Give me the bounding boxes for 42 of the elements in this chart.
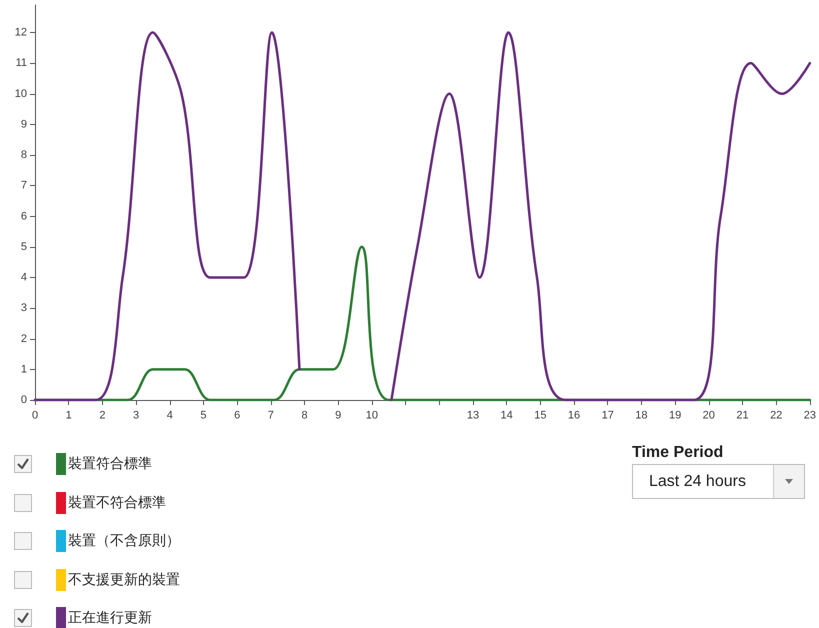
x-tick-label: 8 xyxy=(301,410,308,422)
x-tick-label: 18 xyxy=(635,410,648,422)
y-tick-label: 0 xyxy=(20,394,27,406)
dropdown-field: Last 24 hours xyxy=(632,464,805,499)
legend-label: 裝置不符合標準 xyxy=(68,494,166,512)
y-tick-label: 9 xyxy=(20,118,27,130)
x-tick-label: 21 xyxy=(736,410,749,422)
legend-label: 裝置符合標準 xyxy=(68,455,152,474)
x-tick-label: 16 xyxy=(568,410,580,422)
x-tick-label: 7 xyxy=(268,410,274,422)
x-tick-label: 23 xyxy=(804,410,816,422)
x-tick-label: 5 xyxy=(200,410,207,422)
x-tick-label: 14 xyxy=(500,410,513,422)
y-tick-label: 3 xyxy=(20,302,27,314)
y-tick-label: 2 xyxy=(20,332,27,345)
y-tick-label: 10 xyxy=(14,88,27,100)
y-tick-label: 12 xyxy=(14,26,27,39)
x-tick-label: 10 xyxy=(366,410,378,422)
x-tick-label: 1 xyxy=(66,410,72,422)
y-tick-label: 6 xyxy=(20,210,27,222)
legend-label: 正在進行更新 xyxy=(68,609,152,628)
y-tick-label: 4 xyxy=(20,272,27,284)
x-tick-label: 13 xyxy=(466,410,480,422)
x-tick-label: 17 xyxy=(602,410,614,422)
x-tick-label: 19 xyxy=(668,410,682,422)
x-tick-label: 20 xyxy=(702,410,715,422)
x-tick-label: 3 xyxy=(133,410,140,422)
y-tick-label: 11 xyxy=(16,57,27,70)
x-tick-label: 15 xyxy=(534,410,546,422)
x-tick-label: 4 xyxy=(166,410,173,422)
y-tick-label: 1 xyxy=(20,363,27,376)
legend-label: 裝置（不含原則） xyxy=(68,532,180,550)
y-tick-label: 7 xyxy=(20,180,27,192)
x-tick-label: 0 xyxy=(32,410,38,422)
y-tick-label: 8 xyxy=(20,149,27,162)
text: Time Period xyxy=(632,444,724,462)
x-tick-label: 22 xyxy=(770,410,782,422)
x-tick-label: 9 xyxy=(335,410,342,422)
x-tick-label: 6 xyxy=(234,410,240,422)
legend-label: 不支援更新的裝置 xyxy=(68,570,180,589)
y-tick-label: 5 xyxy=(20,240,27,253)
x-tick-label: 2 xyxy=(99,410,106,422)
